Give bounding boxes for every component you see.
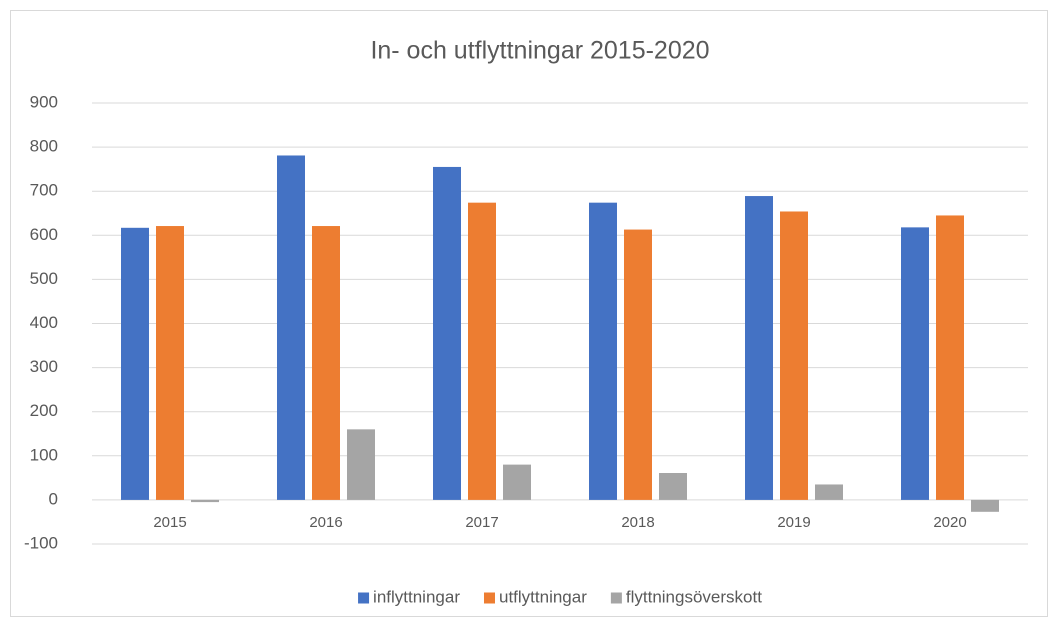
y-tick-label: -100 (24, 533, 58, 552)
legend-label: utflyttningar (499, 587, 587, 606)
y-tick-label: 100 (30, 445, 58, 464)
bar (347, 429, 375, 500)
y-tick-label: 600 (30, 225, 58, 244)
legend-swatch (358, 592, 370, 604)
x-tick-label: 2015 (153, 514, 186, 531)
bar (624, 229, 652, 500)
y-tick-label: 700 (30, 181, 58, 200)
legend-label: inflyttningar (373, 587, 460, 606)
bar (277, 155, 305, 500)
bar (468, 202, 496, 500)
x-tick-label: 2016 (309, 514, 342, 531)
bar (815, 484, 843, 500)
legend-label: flyttningsöverskott (626, 587, 762, 606)
y-tick-label: 0 (49, 489, 58, 508)
legend-swatch (483, 592, 495, 604)
bar (121, 227, 149, 500)
legend-swatch (610, 592, 622, 604)
bar (589, 202, 617, 500)
bar (433, 166, 461, 500)
y-tick-label: 500 (30, 269, 58, 288)
bar (156, 226, 184, 500)
y-tick-label: 400 (30, 313, 58, 332)
bar (936, 215, 964, 500)
x-tick-label: 2019 (777, 514, 810, 531)
y-tick-label: 300 (30, 357, 58, 376)
x-tick-label: 2018 (621, 514, 654, 531)
bar (745, 196, 773, 500)
bar (971, 499, 999, 512)
y-tick-label: 800 (30, 137, 58, 156)
y-tick-label: 200 (30, 401, 58, 420)
x-tick-label: 2020 (933, 514, 966, 531)
bar (659, 472, 687, 500)
bar (503, 464, 531, 500)
bar (780, 211, 808, 500)
chart-title: In- och utflyttningar 2015-2020 (370, 37, 709, 65)
bar (312, 226, 340, 500)
bar (901, 227, 929, 500)
x-tick-label: 2017 (465, 514, 498, 531)
bar (191, 499, 219, 503)
y-tick-label: 900 (30, 92, 58, 111)
